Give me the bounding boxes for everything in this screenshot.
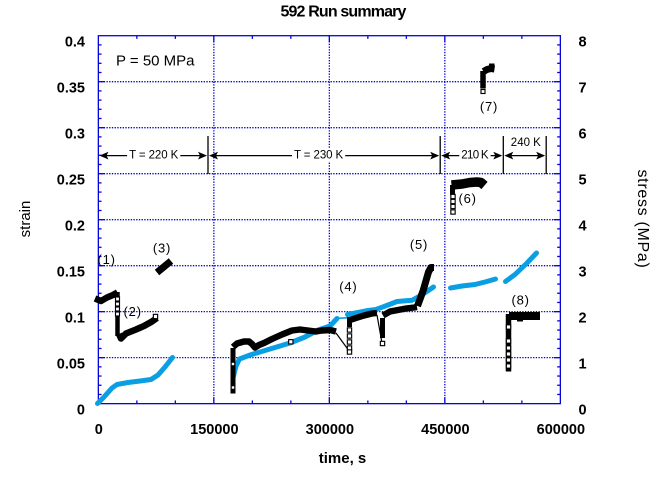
svg-text:450000: 450000 [421, 422, 469, 438]
svg-text:150000: 150000 [190, 422, 238, 438]
svg-text:2: 2 [579, 311, 587, 327]
svg-text:stress (MPa): stress (MPa) [634, 169, 651, 268]
svg-text:(8): (8) [511, 292, 529, 307]
svg-text:(4): (4) [339, 279, 357, 294]
svg-text:0.25: 0.25 [57, 173, 85, 189]
svg-text:0: 0 [579, 403, 587, 419]
svg-text:3: 3 [579, 265, 587, 281]
svg-text:240 K: 240 K [511, 137, 541, 149]
svg-text:0.4: 0.4 [65, 35, 85, 51]
svg-text:600000: 600000 [537, 422, 585, 438]
svg-text:0.3: 0.3 [65, 127, 85, 143]
svg-text:time, s: time, s [319, 450, 367, 467]
svg-text:(2): (2) [124, 304, 142, 319]
svg-text:210 K: 210 K [461, 150, 489, 162]
svg-text:(3): (3) [153, 241, 171, 256]
svg-text:0: 0 [77, 403, 85, 419]
svg-text:5: 5 [579, 173, 587, 189]
svg-text:0.05: 0.05 [57, 357, 85, 373]
svg-text:8: 8 [579, 35, 587, 51]
svg-text:592 Run summary: 592 Run summary [280, 4, 406, 21]
svg-text:300000: 300000 [306, 422, 354, 438]
svg-text:(6): (6) [458, 191, 476, 206]
svg-text:0: 0 [95, 422, 103, 438]
svg-text:0.35: 0.35 [57, 81, 85, 97]
svg-text:0.1: 0.1 [65, 311, 85, 327]
svg-text:6: 6 [579, 127, 587, 143]
svg-text:T = 220 K: T = 220 K [129, 149, 179, 161]
svg-text:7: 7 [579, 81, 587, 97]
svg-text:0.2: 0.2 [65, 219, 85, 235]
svg-text:1: 1 [579, 357, 587, 373]
svg-text:T = 230 K: T = 230 K [294, 149, 344, 161]
svg-text:P = 50 MPa: P = 50 MPa [116, 53, 195, 70]
svg-text:(7): (7) [480, 99, 498, 114]
svg-text:strain: strain [17, 201, 34, 238]
svg-text:(5): (5) [410, 237, 428, 252]
svg-text:4: 4 [579, 219, 587, 235]
svg-text:0.15: 0.15 [57, 265, 85, 281]
svg-text:(1): (1) [97, 252, 115, 267]
